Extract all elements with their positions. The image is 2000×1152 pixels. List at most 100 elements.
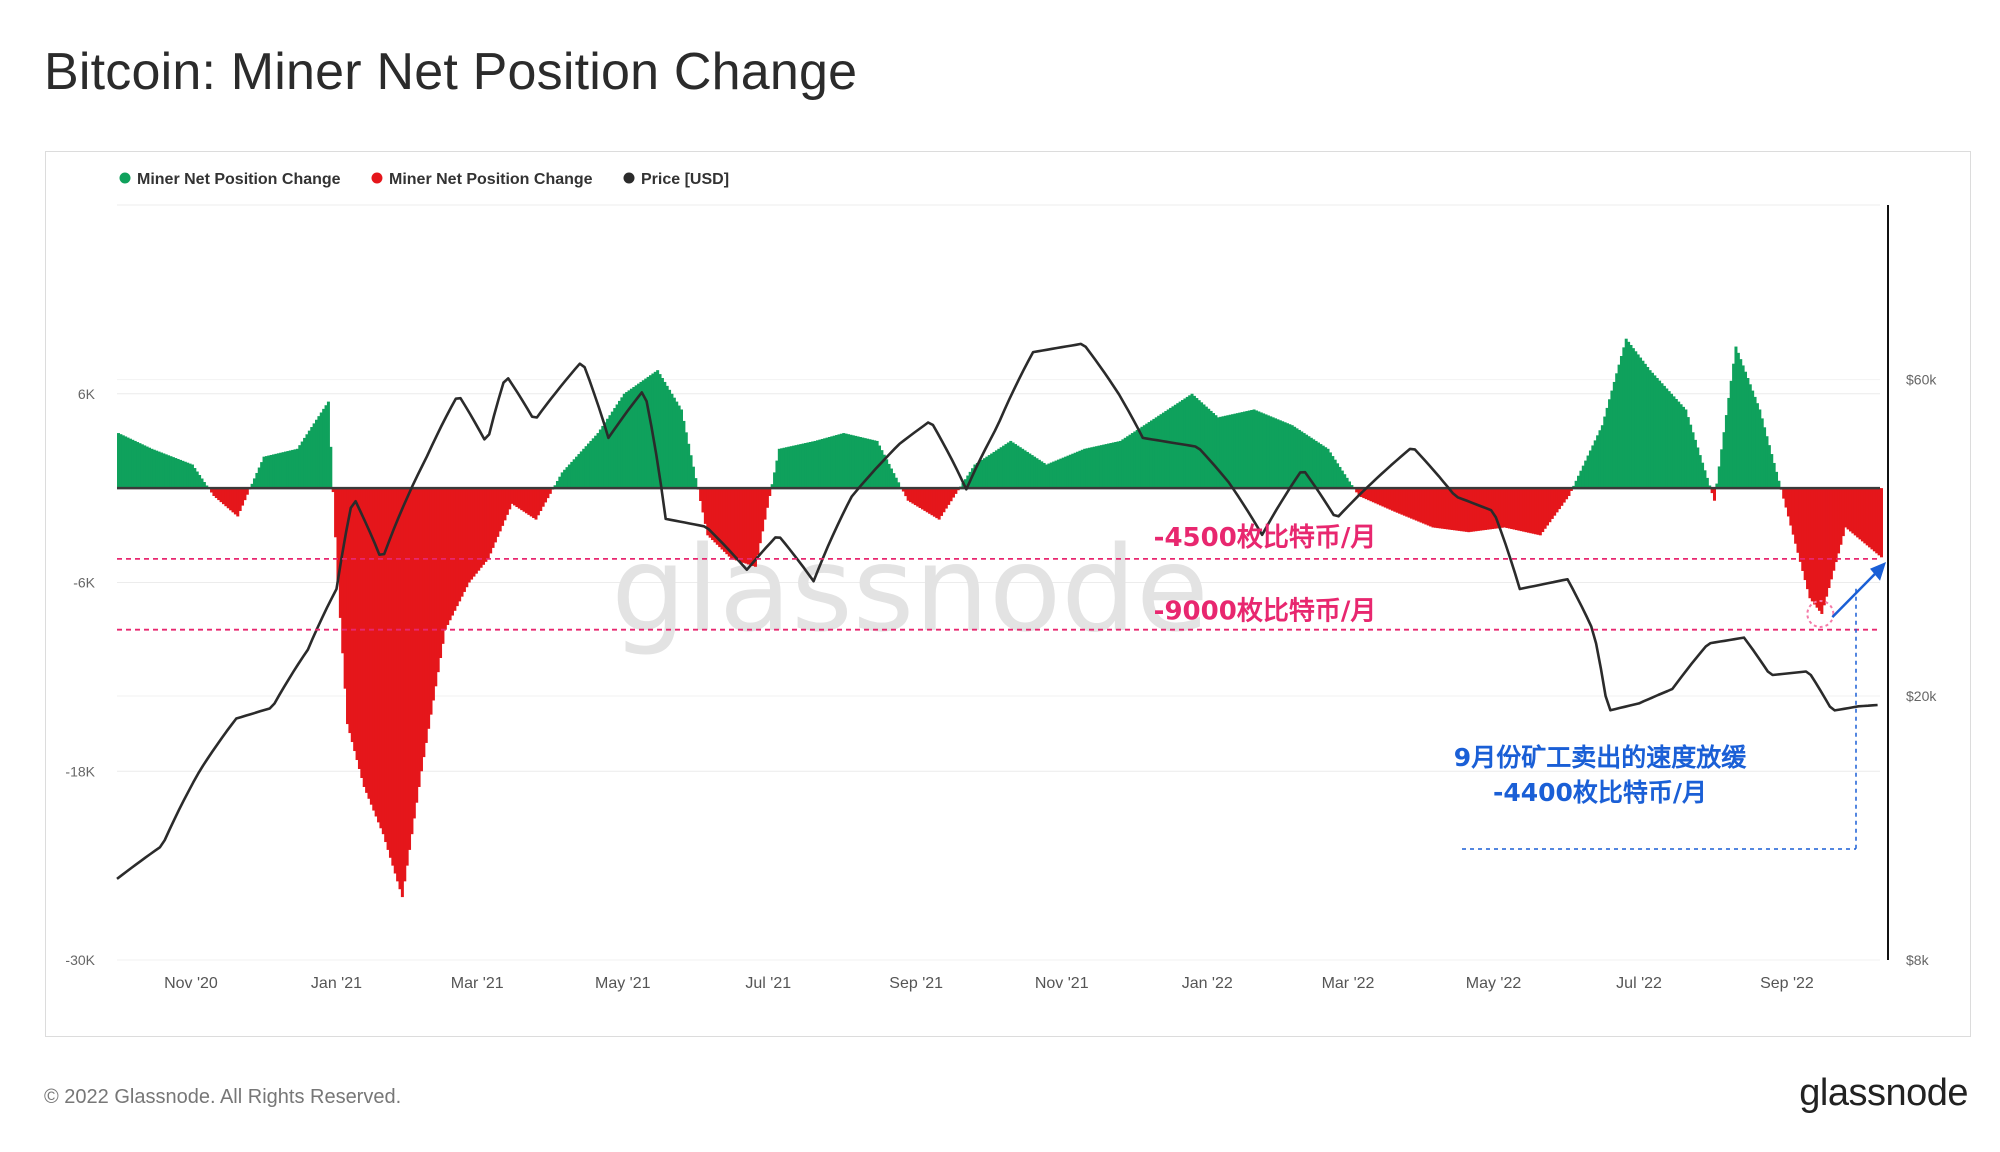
bar-positive bbox=[1226, 415, 1230, 489]
bar-negative bbox=[453, 488, 457, 611]
bar-negative bbox=[1519, 488, 1523, 532]
bar-negative bbox=[1426, 488, 1430, 526]
bar-negative bbox=[1880, 488, 1883, 558]
bar-negative bbox=[450, 488, 454, 616]
bar-positive bbox=[169, 456, 173, 489]
bar-negative bbox=[348, 488, 352, 734]
bar-positive bbox=[1674, 398, 1678, 489]
bar-negative bbox=[708, 488, 712, 538]
bar-negative bbox=[245, 488, 249, 495]
bar-positive bbox=[145, 446, 149, 489]
bar-positive bbox=[1324, 447, 1328, 489]
bar-negative bbox=[515, 488, 519, 508]
bar-negative bbox=[1839, 488, 1843, 545]
bar-negative bbox=[1467, 488, 1471, 533]
bar-negative bbox=[1436, 488, 1440, 529]
bar-positive bbox=[136, 442, 140, 489]
bar-negative bbox=[1510, 488, 1514, 530]
bar-positive bbox=[150, 448, 154, 489]
bar-negative bbox=[1817, 488, 1821, 611]
bar-positive bbox=[257, 467, 261, 489]
bar-positive bbox=[1009, 440, 1013, 489]
x-tick-label: Mar '21 bbox=[451, 975, 504, 992]
bar-positive bbox=[613, 408, 617, 489]
bar-negative bbox=[1786, 488, 1790, 517]
footer-logo: glassnode bbox=[1799, 1072, 1968, 1114]
bar-positive bbox=[777, 448, 781, 489]
bar-positive bbox=[1064, 456, 1068, 489]
x-tick-label: May '21 bbox=[595, 975, 651, 992]
bar-negative bbox=[377, 488, 381, 823]
bar-positive bbox=[987, 455, 991, 489]
bar-negative bbox=[1457, 488, 1461, 531]
bar-positive bbox=[1648, 370, 1652, 489]
bar-positive bbox=[1581, 465, 1585, 489]
bar-negative bbox=[1493, 488, 1497, 529]
bar-positive bbox=[186, 462, 190, 489]
bar-positive bbox=[579, 451, 583, 489]
bar-negative bbox=[730, 488, 734, 559]
bar-positive bbox=[1056, 459, 1060, 489]
legend-label: Miner Net Position Change bbox=[137, 171, 341, 188]
bar-negative bbox=[746, 488, 750, 565]
x-tick-label: Jul '22 bbox=[1616, 975, 1662, 992]
bar-positive bbox=[1142, 425, 1146, 489]
bar-positive bbox=[1116, 441, 1120, 489]
bar-positive bbox=[1045, 464, 1049, 489]
bar-positive bbox=[1775, 471, 1779, 489]
bar-positive bbox=[584, 446, 588, 489]
bar-negative bbox=[522, 488, 526, 512]
bar-positive bbox=[1274, 418, 1278, 489]
bar-positive bbox=[775, 460, 779, 489]
bar-negative bbox=[1865, 488, 1869, 546]
bar-positive bbox=[264, 456, 268, 489]
bar-negative bbox=[935, 488, 939, 519]
bar-negative bbox=[524, 488, 528, 514]
bar-positive bbox=[999, 447, 1003, 489]
bar-positive bbox=[844, 433, 848, 489]
bar-positive bbox=[1586, 455, 1590, 489]
bar-positive bbox=[1598, 430, 1602, 489]
bar-negative bbox=[355, 488, 359, 761]
bar-positive bbox=[620, 397, 624, 489]
bar-positive bbox=[868, 439, 872, 489]
bar-negative bbox=[1400, 488, 1404, 515]
bar-positive bbox=[1328, 452, 1332, 489]
bar-negative bbox=[725, 488, 729, 555]
bar-positive bbox=[1285, 423, 1289, 489]
bar-negative bbox=[1395, 488, 1399, 513]
bar-positive bbox=[682, 420, 686, 489]
bar-positive bbox=[1271, 417, 1275, 489]
bar-negative bbox=[1476, 488, 1480, 531]
bar-negative bbox=[398, 488, 402, 890]
bar-negative bbox=[226, 488, 230, 509]
bar-negative bbox=[331, 488, 335, 493]
bar-positive bbox=[1734, 346, 1738, 489]
bar-positive bbox=[1608, 399, 1612, 489]
bar-negative bbox=[1796, 488, 1800, 553]
bar-negative bbox=[546, 488, 550, 499]
bar-negative bbox=[422, 488, 426, 758]
bar-positive bbox=[694, 478, 698, 489]
bar-positive bbox=[315, 419, 318, 489]
bar-positive bbox=[1288, 424, 1292, 489]
bar-negative bbox=[455, 488, 459, 607]
bar-positive bbox=[198, 475, 202, 489]
bar-positive bbox=[1028, 453, 1032, 489]
bar-positive bbox=[157, 451, 161, 489]
bar-positive bbox=[1004, 444, 1008, 489]
bar-positive bbox=[558, 476, 562, 489]
bar-positive bbox=[1159, 414, 1163, 489]
bar-negative bbox=[548, 488, 552, 494]
bar-positive bbox=[319, 412, 323, 489]
bar-negative bbox=[753, 488, 757, 567]
bar-positive bbox=[181, 460, 185, 489]
bar-negative bbox=[1870, 488, 1874, 550]
bar-positive bbox=[1617, 364, 1621, 489]
bar-positive bbox=[1171, 406, 1175, 489]
bar-positive bbox=[1681, 406, 1685, 489]
bar-negative bbox=[1567, 488, 1571, 496]
bar-positive bbox=[1755, 403, 1759, 489]
bar-positive bbox=[1715, 483, 1719, 489]
bar-positive bbox=[856, 436, 860, 489]
